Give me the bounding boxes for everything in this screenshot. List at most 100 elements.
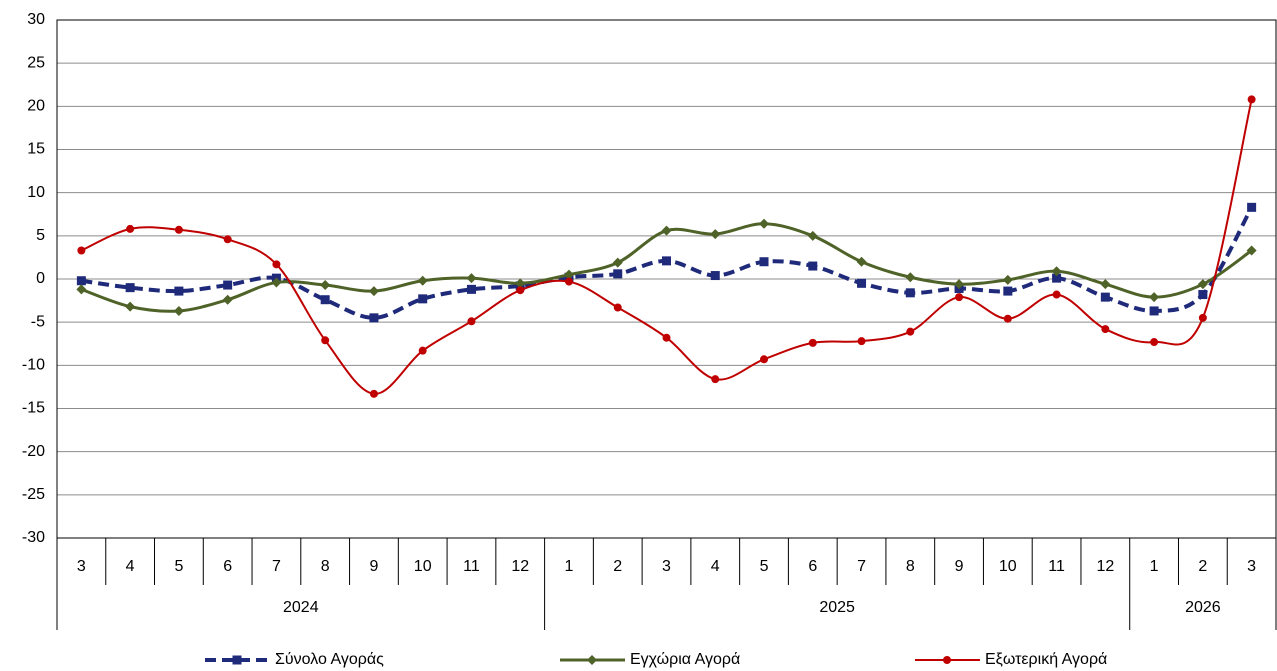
x-tick-label: 1	[565, 558, 574, 575]
y-tick-label: 15	[27, 141, 45, 158]
marker	[857, 337, 866, 346]
marker	[418, 346, 427, 355]
marker	[1100, 279, 1111, 290]
marker	[467, 317, 476, 326]
marker	[515, 278, 526, 289]
marker	[1101, 325, 1110, 334]
legend-label: Σύνολο Αγοράς	[275, 651, 384, 668]
marker	[173, 305, 184, 316]
x-tick-label: 4	[711, 558, 720, 575]
legend-label: Εγχώρια Αγορά	[630, 651, 740, 668]
marker	[223, 280, 233, 290]
marker	[1149, 292, 1160, 303]
marker	[856, 256, 867, 267]
y-tick-label: -25	[22, 486, 45, 503]
marker	[1003, 314, 1012, 323]
x-tick-label: 3	[1247, 558, 1256, 575]
x-tick-label: 7	[272, 558, 281, 575]
x-tick-label: 8	[906, 558, 915, 575]
marker	[905, 272, 916, 283]
marker	[1150, 338, 1159, 347]
marker	[1003, 286, 1013, 296]
marker	[125, 301, 136, 312]
y-tick-label: 30	[27, 11, 45, 28]
marker	[232, 655, 242, 665]
x-tick-label: 1	[1150, 558, 1159, 575]
marker	[76, 284, 87, 295]
y-tick-label: -15	[22, 400, 45, 417]
x-tick-label: 10	[999, 558, 1017, 575]
marker	[710, 271, 720, 281]
marker	[1247, 202, 1257, 212]
legend-item: Σύνολο Αγοράς	[205, 651, 384, 668]
marker	[1052, 290, 1061, 299]
x-group-label: 2025	[819, 599, 855, 616]
x-tick-label: 12	[1096, 558, 1114, 575]
marker	[662, 256, 671, 266]
series	[76, 202, 1257, 323]
series-line	[80, 99, 1253, 395]
marker	[662, 333, 671, 342]
y-tick-label: -5	[31, 313, 45, 330]
series-line	[80, 222, 1253, 313]
marker	[418, 294, 428, 304]
y-tick-label: -20	[22, 443, 45, 460]
y-tick-label: 25	[27, 54, 45, 71]
marker	[368, 286, 379, 297]
x-group-label: 2024	[283, 599, 319, 616]
marker	[613, 303, 622, 312]
marker	[174, 225, 183, 234]
legend-item: Εγχώρια Αγορά	[560, 651, 740, 668]
marker	[272, 260, 281, 269]
x-tick-label: 3	[662, 558, 671, 575]
marker	[222, 294, 233, 305]
marker	[759, 257, 769, 267]
marker	[1149, 306, 1159, 316]
x-group-label: 2026	[1185, 599, 1221, 616]
y-tick-label: -10	[22, 357, 45, 374]
y-tick-label: -30	[22, 529, 45, 546]
marker	[125, 283, 135, 293]
marker	[1198, 313, 1207, 322]
marker	[711, 375, 720, 384]
series	[77, 95, 1256, 398]
marker	[223, 235, 232, 244]
marker	[906, 327, 915, 336]
x-tick-label: 6	[223, 558, 232, 575]
marker	[1198, 290, 1208, 300]
x-tick-label: 12	[511, 558, 529, 575]
y-tick-label: 20	[27, 98, 45, 115]
x-tick-label: 2	[613, 558, 622, 575]
marker	[1002, 274, 1013, 285]
x-tick-label: 11	[463, 558, 480, 575]
marker	[710, 229, 721, 240]
marker	[320, 295, 330, 305]
marker	[612, 257, 623, 268]
y-tick-label: 0	[36, 270, 45, 287]
legend-label: Εξωτερική Αγορά	[985, 651, 1107, 668]
marker	[417, 275, 428, 286]
marker	[808, 261, 818, 271]
x-tick-label: 11	[1048, 558, 1065, 575]
marker	[1100, 292, 1110, 302]
x-tick-label: 5	[760, 558, 769, 575]
marker	[954, 279, 965, 290]
marker	[174, 286, 184, 296]
marker	[564, 277, 573, 286]
x-tick-label: 3	[77, 558, 86, 575]
marker	[1247, 95, 1256, 104]
marker	[1246, 245, 1257, 256]
y-tick-label: 5	[36, 227, 45, 244]
marker	[466, 284, 476, 294]
marker	[466, 273, 477, 284]
marker	[321, 336, 330, 345]
marker	[808, 338, 817, 347]
marker	[759, 218, 770, 229]
marker	[661, 225, 672, 236]
x-tick-label: 2	[1198, 558, 1207, 575]
x-tick-label: 10	[414, 558, 432, 575]
x-tick-label: 7	[857, 558, 866, 575]
marker	[1197, 279, 1208, 290]
x-tick-label: 8	[321, 558, 330, 575]
marker	[76, 276, 86, 286]
